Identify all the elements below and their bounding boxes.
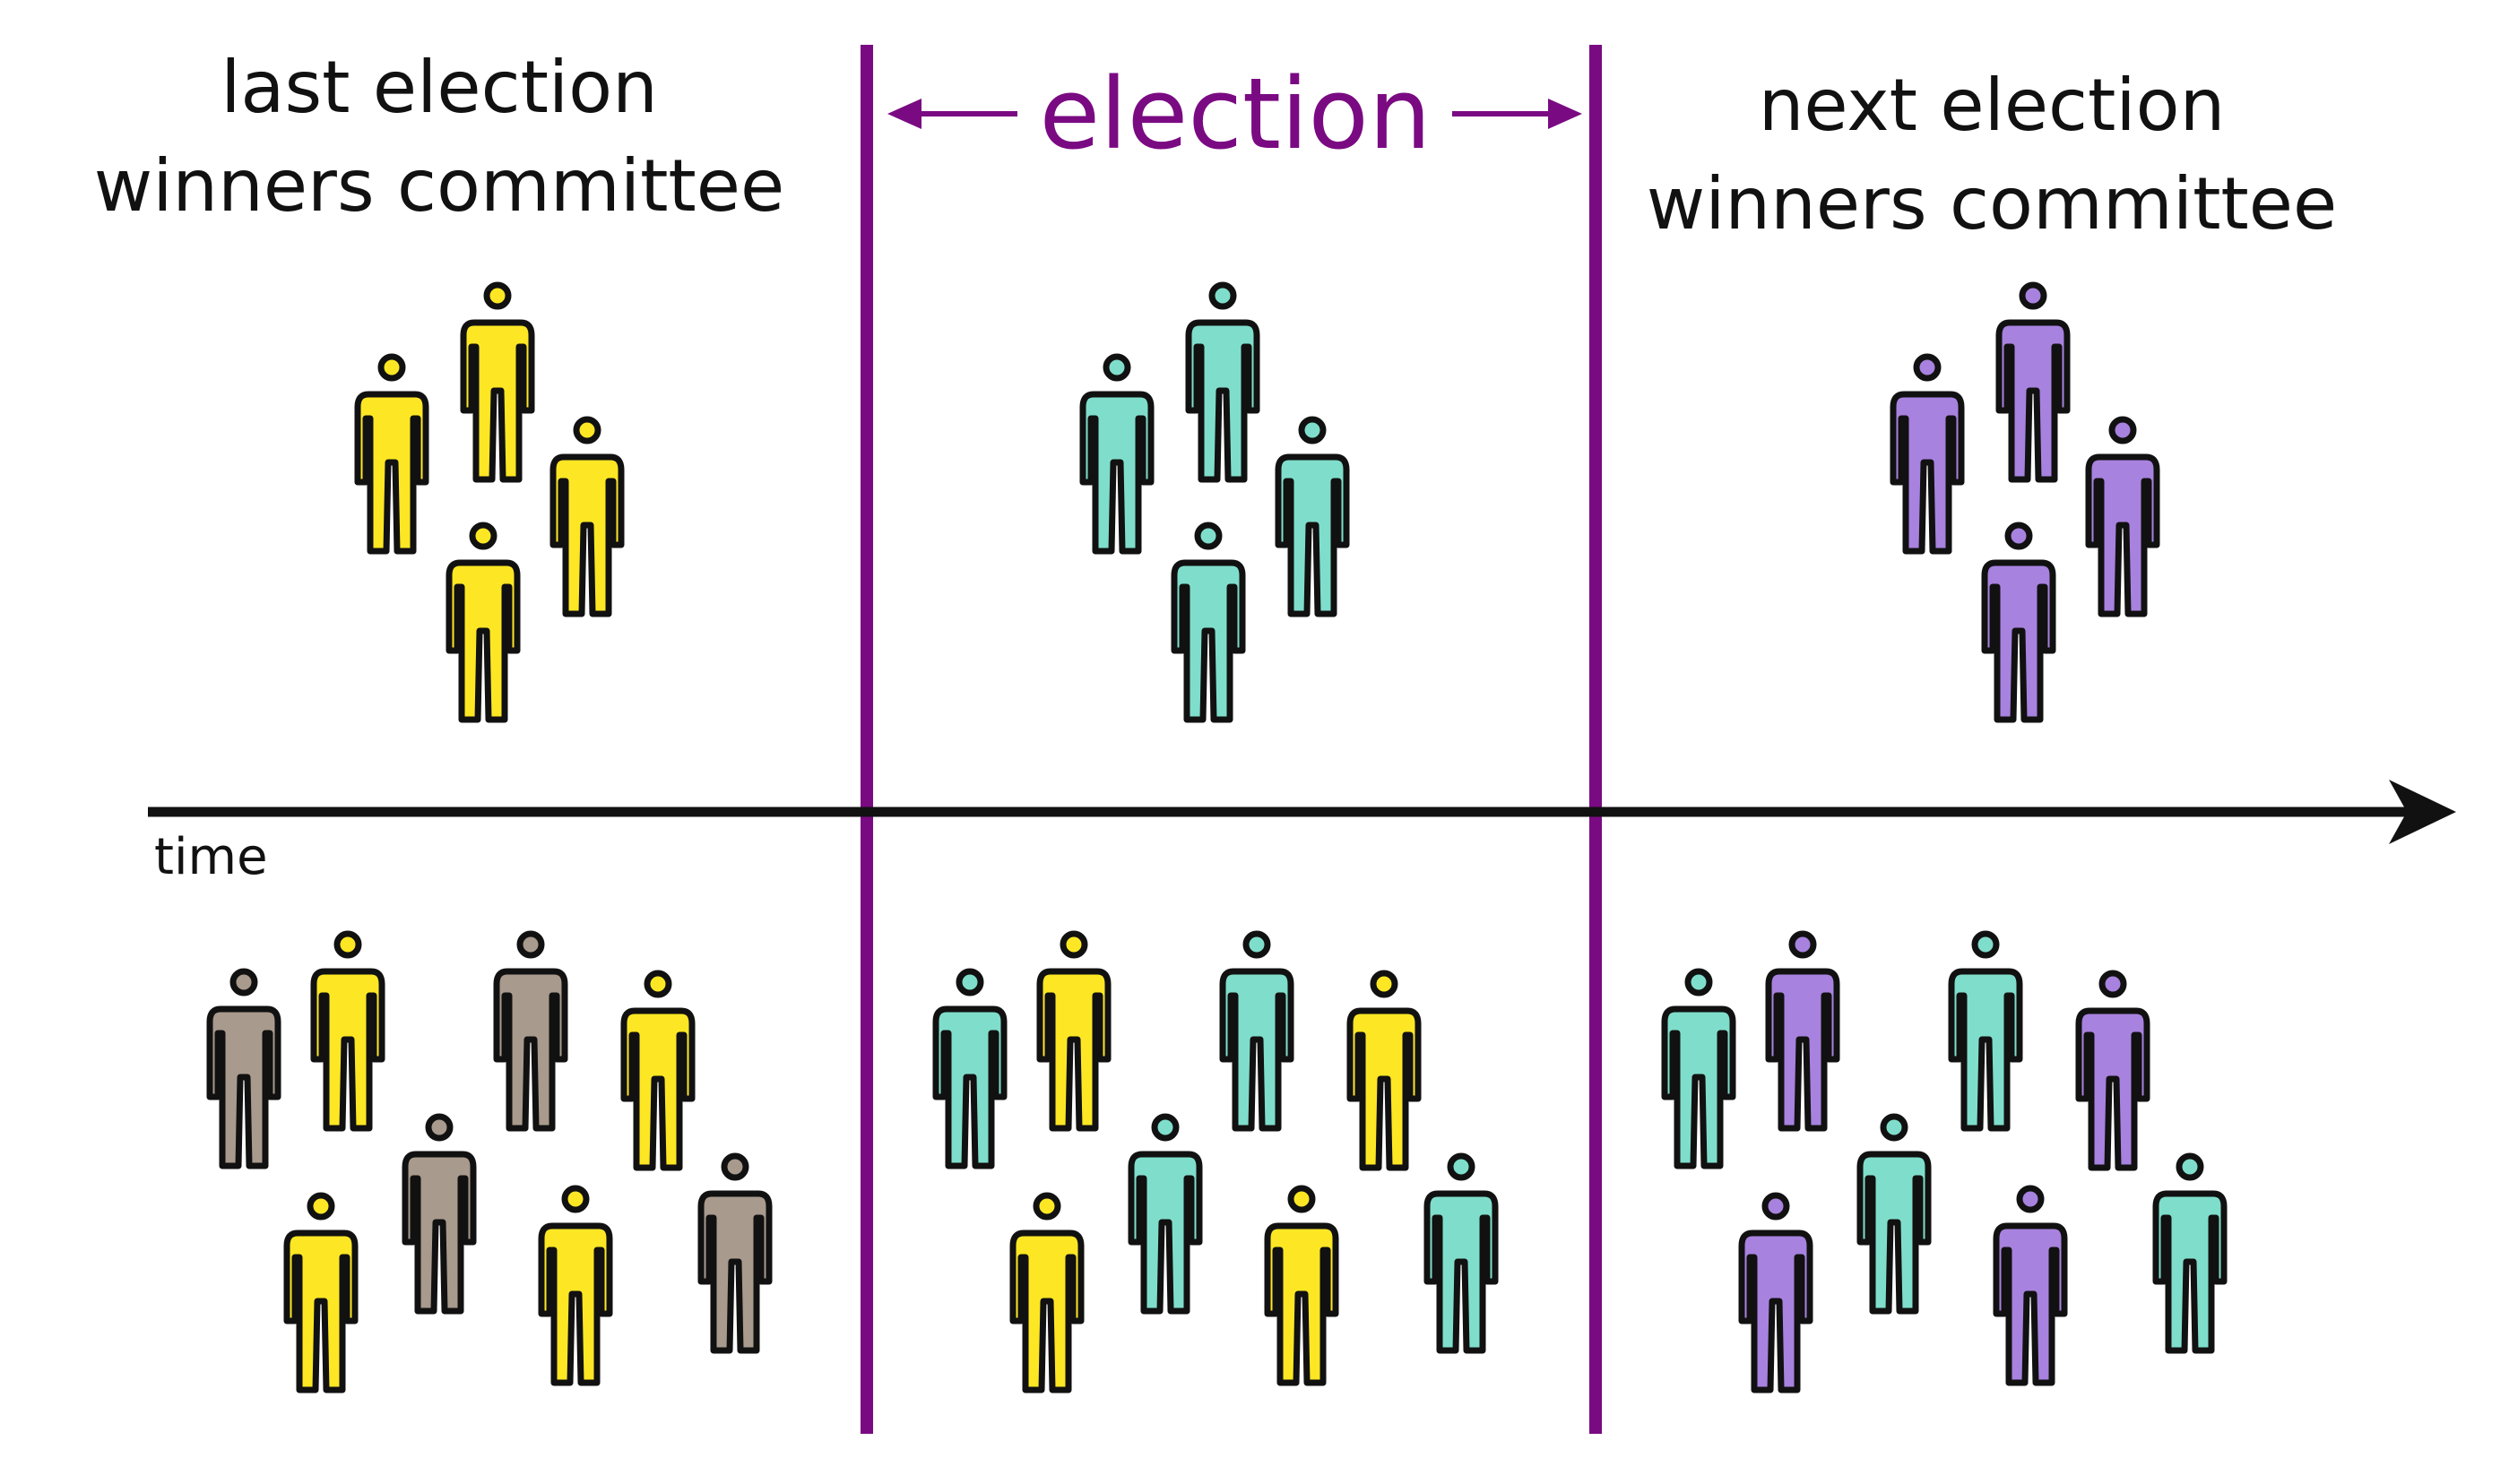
person-icon [1993,1185,2068,1386]
future-voters-crowd [1661,930,2228,1393]
person-icon [1264,1185,1339,1386]
person-icon [1948,930,2023,1132]
time-axis-label: time [154,828,268,886]
past-voters-crowd [206,930,773,1393]
person-icon [1765,930,1840,1132]
person-icon [310,930,385,1132]
person-icon [549,416,625,617]
person-icon [2152,1152,2228,1354]
person-icon [1995,281,2071,483]
person-icon [1219,930,1294,1132]
person-icon [283,1192,359,1393]
election-title: election [1039,56,1431,171]
person-icon [1856,1113,1932,1315]
right-title-line2: winners committee [1647,162,2337,246]
person-icon [1738,1192,1813,1393]
person-icon [493,930,568,1132]
election-right-arrowhead-icon [1548,99,1582,129]
time-axis-arrowhead-icon [2389,780,2456,844]
last-committee-group [354,281,625,723]
left-title-line1: last election [221,46,658,129]
election-header: election [887,56,1582,171]
election-committee-group [1079,281,1350,723]
election-voters-crowd [932,930,1499,1393]
person-icon [1346,970,1422,1171]
next-committee-group [1890,281,2160,723]
person-icon [1981,522,2056,723]
right-title-line1: next election [1759,64,2226,147]
person-icon [538,1185,613,1386]
person-icon [402,1113,477,1315]
person-icon [2075,970,2150,1171]
person-icon [1890,353,1965,555]
person-icon [354,353,429,555]
person-icon [1036,930,1112,1132]
person-icon [1128,1113,1203,1315]
person-icon [1171,522,1246,723]
person-icon [932,968,1008,1169]
person-icon [1185,281,1260,483]
person-icon [2085,416,2160,617]
election-left-arrowhead-icon [887,99,921,129]
person-icon [460,281,535,483]
person-icon [206,968,281,1169]
person-icon [1423,1152,1499,1354]
left-title-line2: winners committee [94,144,784,228]
person-icon [697,1152,773,1354]
person-icon [446,522,521,723]
person-icon [1009,1192,1085,1393]
person-icon [1661,968,1736,1169]
person-icon [620,970,696,1171]
person-icon [1275,416,1350,617]
person-icon [1079,353,1155,555]
